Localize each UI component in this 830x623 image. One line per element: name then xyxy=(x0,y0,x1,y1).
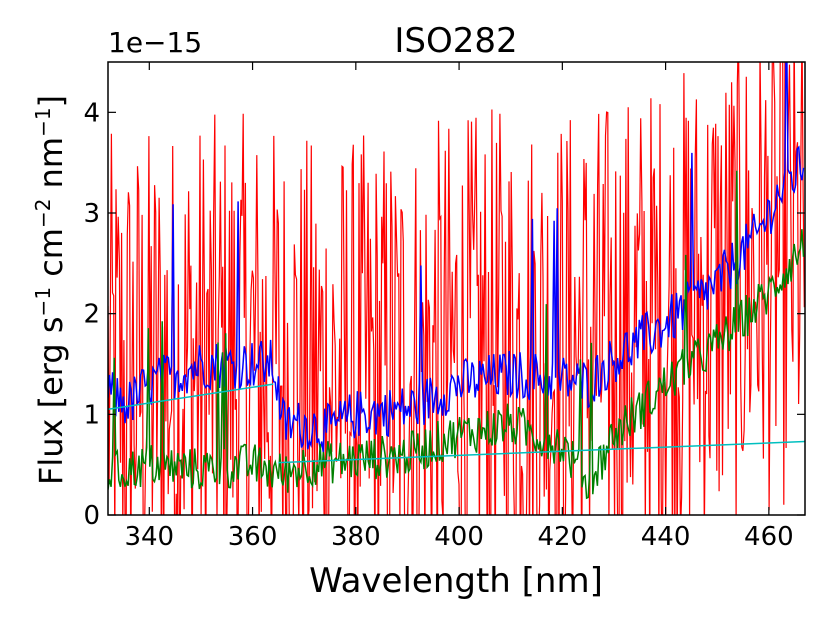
tick-layer: 340 360 380 400 420 440 460 0 1 2 3 4 xyxy=(83,62,805,552)
series-3-segment-0 xyxy=(108,383,274,411)
x-tick-label-380: 380 xyxy=(331,522,381,552)
x-tick-label-360: 360 xyxy=(228,522,278,552)
x-tick-label-460: 460 xyxy=(744,522,794,552)
x-tick-label-420: 420 xyxy=(538,522,588,552)
series-1-line xyxy=(108,62,805,453)
plot-frame xyxy=(107,61,806,516)
y-tick-label-4: 4 xyxy=(83,98,100,128)
y-tick-label-0: 0 xyxy=(83,501,100,531)
series-layer xyxy=(108,62,805,515)
y-tick-label-3: 3 xyxy=(83,199,100,229)
series-0-line xyxy=(108,62,805,515)
chart-title: ISO282 xyxy=(394,21,517,61)
y-tick-label-1: 1 xyxy=(83,400,100,430)
x-tick-label-400: 400 xyxy=(434,522,484,552)
series-2-line xyxy=(108,170,805,500)
x-tick-label-440: 440 xyxy=(641,522,691,552)
y-offset-label: 1e−15 xyxy=(108,26,202,59)
y-axis-label: Flux [erg s−1 cm−2 nm−1] xyxy=(31,95,70,485)
series-3-segment-1 xyxy=(278,440,805,464)
y-tick-label-2: 2 xyxy=(83,300,100,330)
x-axis-label: Wavelength [nm] xyxy=(309,561,603,601)
x-tick-label-340: 340 xyxy=(124,522,174,552)
